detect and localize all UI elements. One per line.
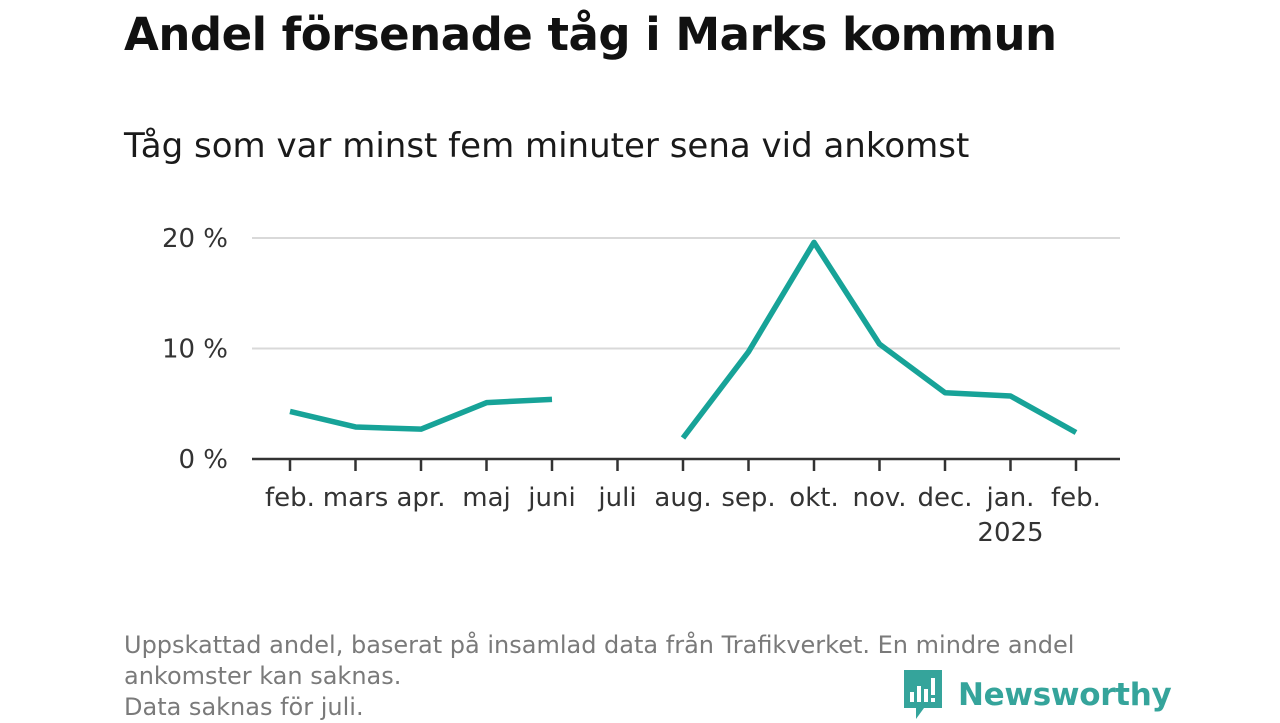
x-tick-label: mars [323,483,389,513]
footnote-line-2: ankomster kan saknas. [124,662,402,690]
y-tick-label: 0 % [178,445,228,475]
footnote: Uppskattad andel, baserat på insamlad da… [124,630,1174,723]
footnote-line-1: Uppskattad andel, baserat på insamlad da… [124,631,1075,659]
newsworthy-logo-icon [904,670,942,719]
series-line [680,239,1078,440]
x-tick-label: feb. [1051,483,1101,513]
x-tick-label: apr. [396,483,445,513]
x-year-label: 2025 [977,518,1043,548]
newsworthy-brand: Newsworthy [902,670,1172,720]
chart-subtitle: Tåg som var minst fem minuter sena vid a… [124,126,970,166]
line-chart: 0 % 10 % 20 % feb. mars apr. maj juni juli aug. se… [162,224,1120,548]
footnote-line-3: Data saknas för juli. [124,693,364,721]
series-line [289,396,553,432]
y-tick-label: 20 % [162,224,228,254]
x-tick-label: maj [462,483,510,513]
x-tick-label: jan. [986,483,1035,513]
x-tick-label: juli [597,483,636,513]
x-tick-label: okt. [789,483,838,513]
chart-title: Andel försenade tåg i Marks kommun [124,8,1057,61]
x-tick-label: aug. [654,483,711,513]
x-tick-label: nov. [852,483,906,513]
x-tick-label: feb. [265,483,315,513]
brand-name: Newsworthy [958,677,1172,713]
x-tick-label: dec. [917,483,972,513]
x-tick-label: juni [527,483,575,513]
y-tick-label: 10 % [162,335,228,365]
x-tick-label: sep. [721,483,775,513]
